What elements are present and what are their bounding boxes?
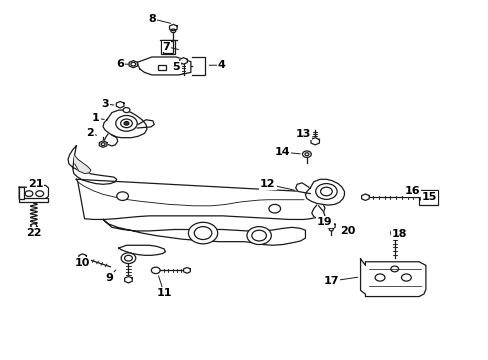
Polygon shape [103,220,305,245]
Text: 1: 1 [92,113,100,123]
Circle shape [311,138,319,144]
Text: 21: 21 [28,179,43,189]
Circle shape [121,119,132,128]
Text: 8: 8 [148,14,155,24]
Text: 22: 22 [26,228,41,238]
Bar [19,198,48,202]
Polygon shape [104,134,118,146]
Polygon shape [137,120,154,128]
Polygon shape [124,276,132,283]
Circle shape [302,151,311,157]
Polygon shape [137,57,190,75]
Circle shape [116,116,137,131]
Circle shape [31,224,37,228]
Polygon shape [305,179,344,205]
Text: 13: 13 [295,129,310,139]
Polygon shape [346,230,353,236]
Polygon shape [311,205,325,219]
Polygon shape [76,179,325,220]
Circle shape [131,62,136,66]
Circle shape [101,143,105,145]
Circle shape [117,192,128,201]
Text: 2: 2 [86,128,94,138]
Polygon shape [19,185,48,199]
Text: 16: 16 [404,186,420,197]
Text: 4: 4 [217,60,225,70]
Text: 5: 5 [172,62,180,72]
Circle shape [374,274,384,281]
Bar [158,64,165,70]
Circle shape [170,29,175,33]
Text: 6: 6 [116,59,124,69]
Polygon shape [327,223,334,229]
Text: 10: 10 [75,258,90,268]
Polygon shape [169,24,177,31]
Circle shape [151,267,160,274]
Circle shape [329,228,332,231]
Polygon shape [180,58,187,64]
Circle shape [188,222,217,244]
Text: 7: 7 [163,42,170,51]
Polygon shape [79,254,86,260]
Text: 11: 11 [156,288,171,298]
Polygon shape [295,183,310,194]
Circle shape [305,153,308,156]
Text: 19: 19 [317,217,332,227]
Circle shape [251,230,266,241]
Polygon shape [183,267,190,273]
Polygon shape [68,146,117,184]
Bar [418,190,437,205]
Circle shape [320,187,331,196]
Polygon shape [116,102,123,108]
Bar [162,41,173,53]
Polygon shape [390,230,398,236]
Text: 14: 14 [274,147,290,157]
Polygon shape [75,156,91,174]
Circle shape [36,191,43,197]
Text: 17: 17 [323,276,338,286]
Bar [19,187,24,199]
Bar [160,40,175,54]
Circle shape [121,253,136,264]
Polygon shape [119,245,165,255]
Circle shape [25,191,33,197]
Circle shape [401,274,410,281]
Circle shape [268,204,280,213]
Circle shape [419,194,429,202]
Circle shape [172,64,179,69]
Text: 3: 3 [102,99,109,109]
Circle shape [246,226,271,244]
Circle shape [123,108,130,113]
Polygon shape [129,60,137,68]
Circle shape [315,184,336,199]
Text: 20: 20 [340,226,355,236]
Text: 18: 18 [391,229,407,239]
Circle shape [124,255,132,261]
Text: 12: 12 [260,179,275,189]
Polygon shape [30,226,37,231]
Polygon shape [99,141,107,147]
Polygon shape [361,194,368,201]
Text: 15: 15 [421,192,437,202]
Polygon shape [310,138,319,145]
Polygon shape [360,259,425,297]
Circle shape [194,226,211,239]
Circle shape [124,122,129,125]
Circle shape [390,266,398,272]
Text: 9: 9 [105,273,113,283]
Polygon shape [103,110,147,138]
